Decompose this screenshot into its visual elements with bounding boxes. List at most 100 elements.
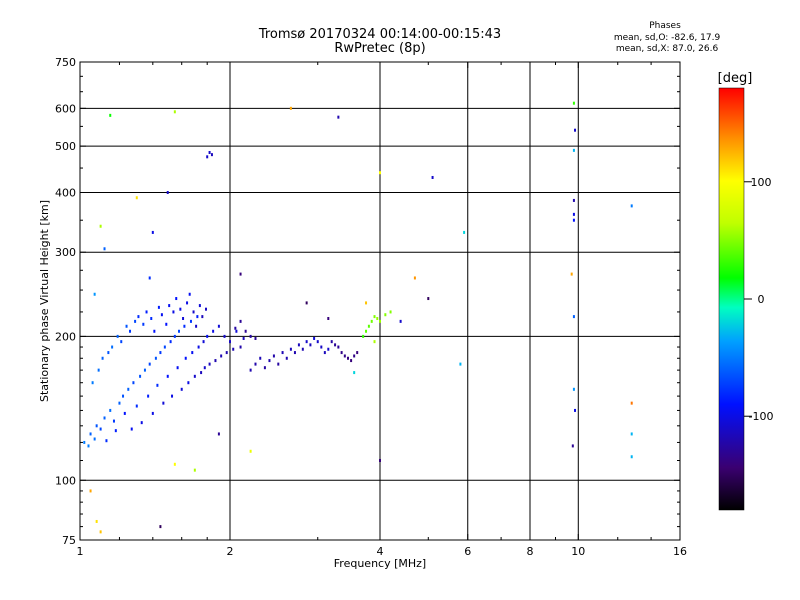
data-point [289, 347, 292, 351]
data-point [182, 316, 185, 320]
data-point [160, 313, 163, 317]
data-point [323, 351, 326, 355]
data-point [630, 401, 633, 405]
data-point [198, 304, 201, 308]
data-point [337, 115, 340, 119]
data-point [139, 374, 142, 378]
data-point [370, 319, 373, 323]
data-point [285, 356, 288, 360]
data-point [134, 319, 137, 323]
data-point [206, 155, 209, 159]
data-point [156, 383, 159, 387]
colorbar [718, 87, 745, 511]
x-tick-label: 2 [227, 545, 234, 558]
data-point [193, 374, 196, 378]
data-point [572, 315, 575, 319]
data-point [574, 128, 577, 132]
data-point [208, 362, 211, 366]
data-point [184, 356, 187, 360]
data-point [244, 329, 247, 333]
colorbar-label: [deg] [718, 71, 753, 86]
data-point [93, 292, 96, 296]
data-point [277, 362, 280, 366]
data-point [259, 356, 262, 360]
data-point [105, 439, 108, 443]
data-point [334, 343, 337, 347]
data-point [173, 334, 176, 338]
data-point [263, 366, 266, 370]
data-point [399, 319, 402, 323]
data-point [103, 416, 106, 420]
data-point [91, 381, 94, 385]
data-point [630, 432, 633, 436]
colorbar-tick-label: -100 [749, 410, 774, 423]
data-point [107, 351, 110, 355]
data-point [89, 489, 92, 493]
data-point [151, 230, 154, 234]
data-point [305, 340, 308, 344]
data-point [327, 347, 330, 351]
data-point [83, 440, 86, 444]
data-point [281, 351, 284, 355]
data-point [413, 276, 416, 280]
data-point [179, 307, 182, 311]
data-point [206, 334, 209, 338]
phases-o-stats: mean, sd,O: -82.6, 17.9 [613, 33, 721, 43]
data-point [297, 343, 300, 347]
data-point [389, 310, 392, 314]
data-point [173, 110, 176, 114]
data-point [147, 394, 150, 398]
data-point [157, 305, 160, 309]
data-point [235, 329, 238, 333]
data-point [95, 519, 98, 523]
y-tick-label: 400 [55, 186, 76, 199]
data-point [135, 404, 138, 408]
data-point [239, 345, 242, 349]
data-point [217, 432, 220, 436]
x-tick-label: 10 [571, 545, 585, 558]
data-point [176, 366, 179, 370]
colorbar-tick-label: 0 [758, 293, 765, 306]
data-point [169, 340, 172, 344]
data-point [183, 324, 186, 328]
data-point [459, 362, 462, 366]
data-point [101, 356, 104, 360]
data-point [343, 354, 346, 358]
x-tick-label: 4 [377, 545, 384, 558]
data-point [353, 354, 356, 358]
data-point [572, 148, 575, 152]
data-point [376, 316, 379, 320]
data-point [217, 324, 220, 328]
data-point [148, 362, 151, 366]
data-point [313, 336, 316, 340]
data-point [320, 345, 323, 349]
data-point [268, 359, 271, 363]
data-point [365, 301, 368, 305]
data-point [163, 345, 166, 349]
data-point [188, 292, 191, 296]
data-point [166, 190, 169, 194]
colorbar-tick-label: 100 [751, 176, 772, 189]
phases-x-stats: mean, sd,X: 87.0, 26.6 [615, 44, 719, 54]
phases-heading: Phases [649, 21, 681, 31]
y-tick-label: 600 [55, 102, 76, 115]
data-point [212, 329, 215, 333]
y-tick-label: 100 [55, 474, 76, 487]
data-point [362, 334, 365, 338]
data-point [159, 351, 162, 355]
data-point [168, 304, 171, 308]
data-point [305, 301, 308, 305]
data-point [316, 340, 319, 344]
y-tick-label: 500 [55, 140, 76, 153]
data-point [384, 313, 387, 317]
data-point [630, 204, 633, 208]
data-point [365, 329, 368, 333]
data-point [200, 371, 203, 375]
data-point [353, 371, 356, 375]
data-point [171, 394, 174, 398]
x-tick-label: 1 [77, 545, 84, 558]
data-point [254, 336, 257, 340]
data-point [249, 334, 252, 338]
data-point [571, 444, 574, 448]
